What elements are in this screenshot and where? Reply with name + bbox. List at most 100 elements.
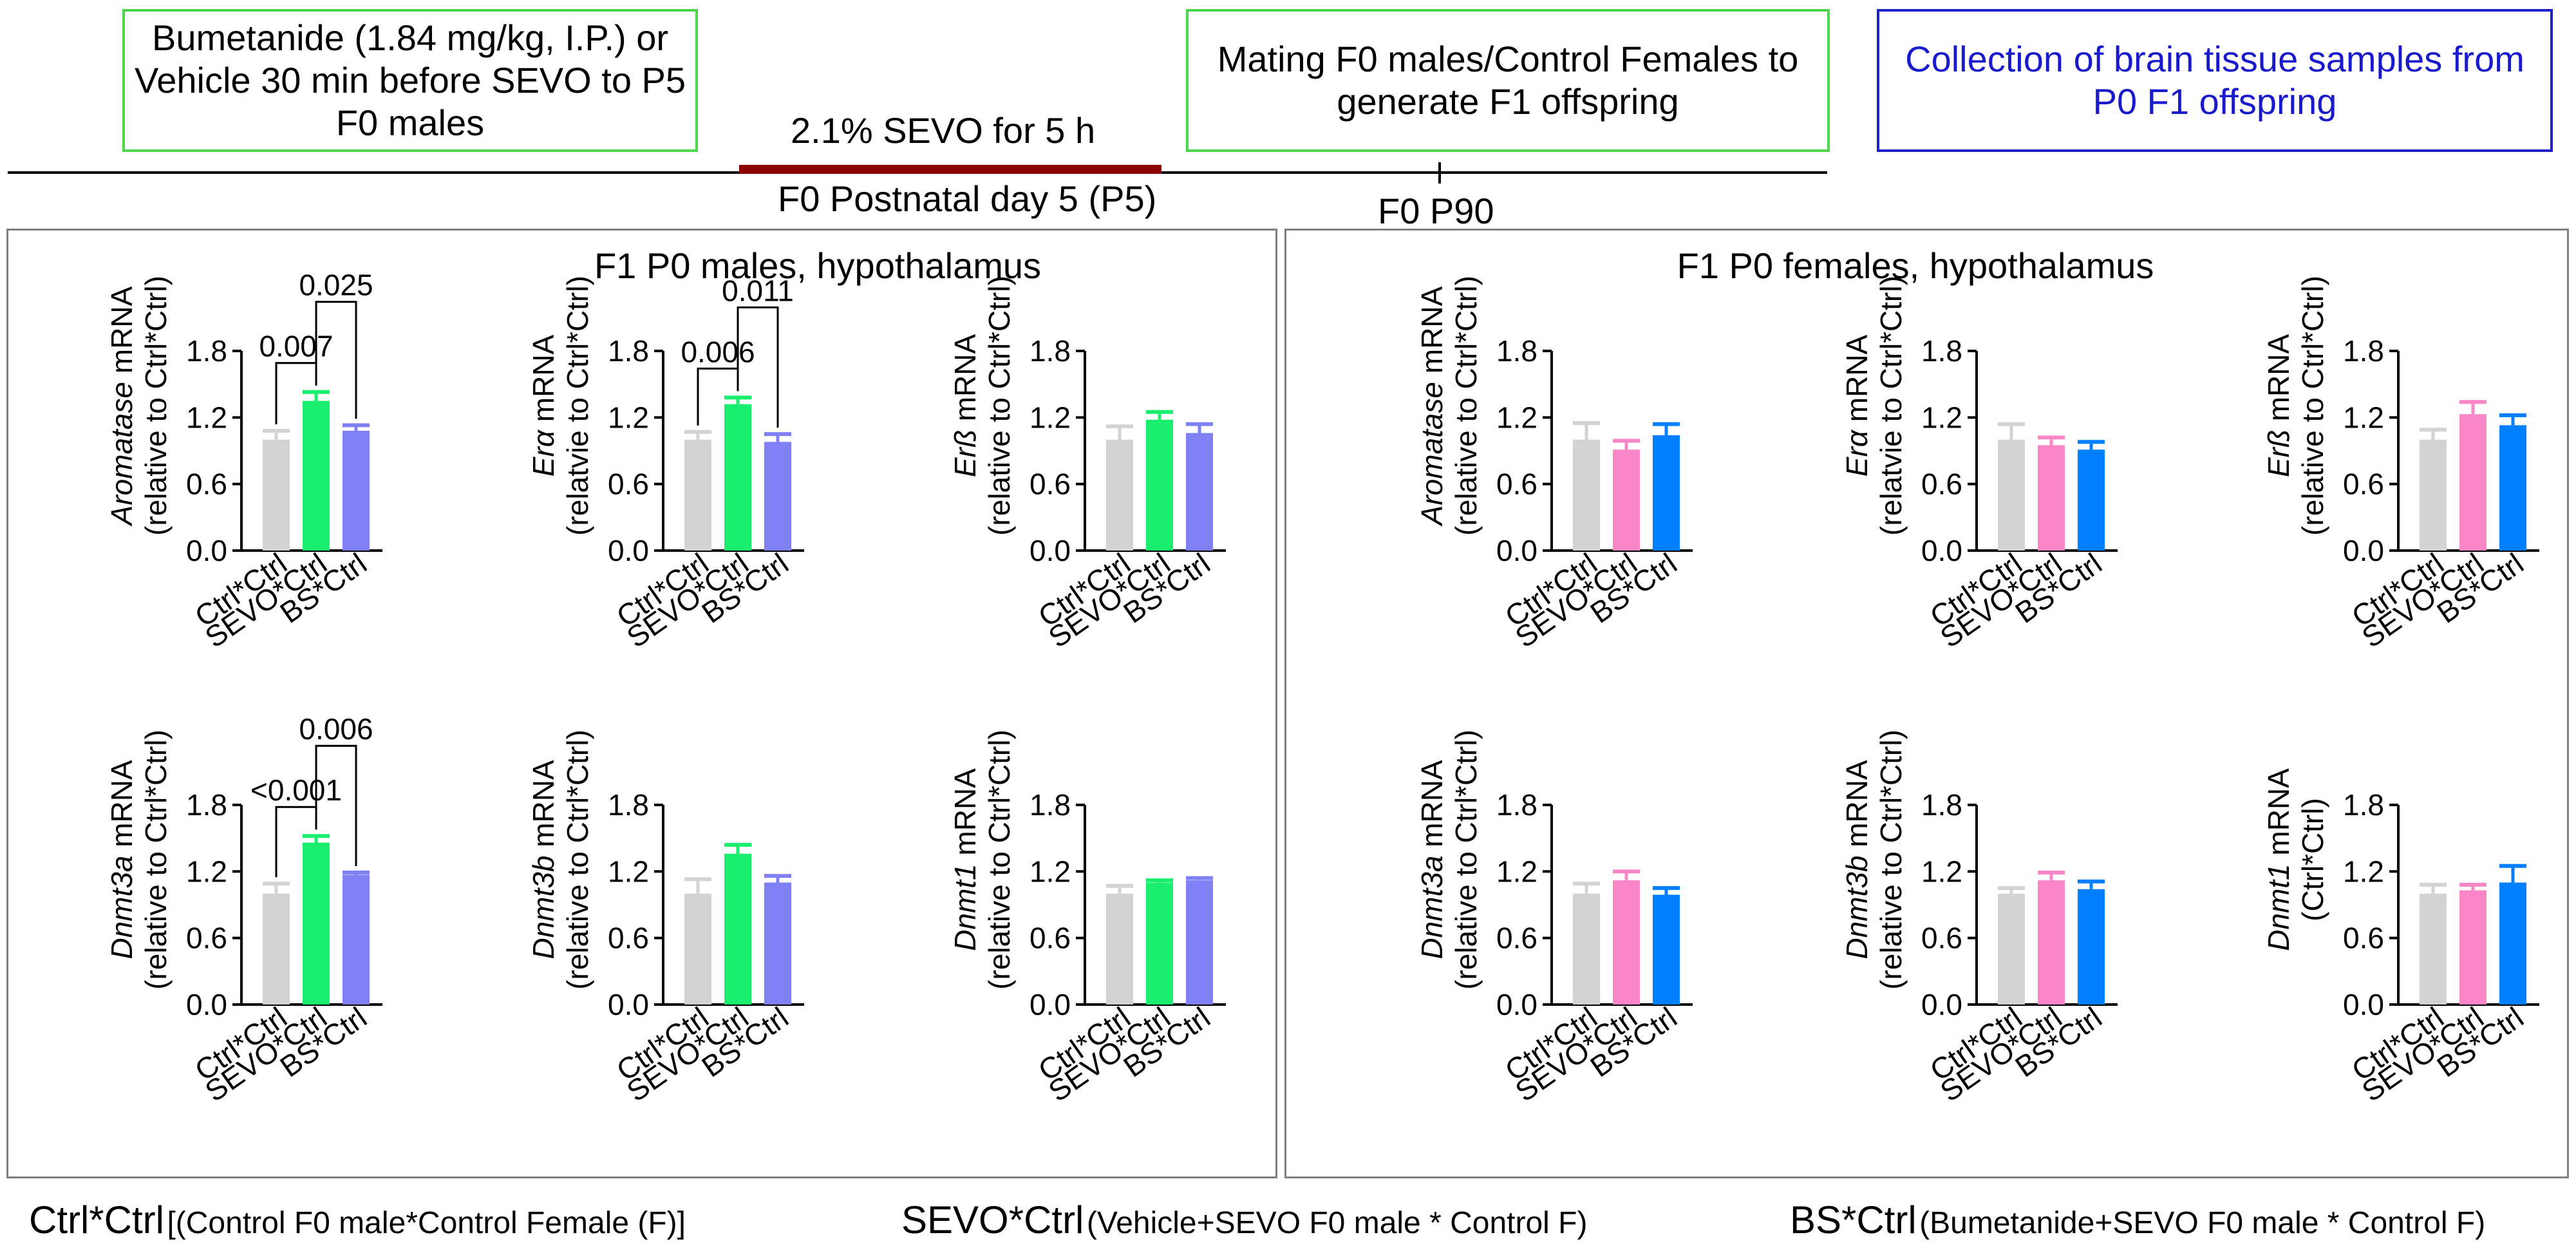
bar [2459, 414, 2487, 551]
legend-bs-name: BS*Ctrl [1790, 1198, 1917, 1241]
y-axis-label-unit: (relative to Ctrl*Ctrl) [982, 730, 1016, 990]
p-value-label: 0.007 [259, 330, 333, 363]
bar [2038, 880, 2065, 1005]
gene-name: Erα [527, 429, 560, 477]
bar [1613, 449, 1640, 551]
y-axis-label-tail: mRNA [1840, 760, 1874, 856]
chart-male-dnmt3a: 0.0 0.6 1.2 1.8 Ctrl*Ctrl SEVO*Ctrl BS*Ctrl <0.… [97, 679, 457, 1130]
chart-male-era: 0.0 0.6 1.2 1.8 Ctrl*Ctrl SEVO*Ctrl BS*Ctrl 0.0… [518, 225, 879, 676]
gene-name: Dnmt3b [1840, 856, 1874, 959]
y-axis-label-gene: Dnmt1 mRNA [2262, 768, 2295, 951]
bar [764, 442, 791, 551]
legend-sevo-desc: (Vehicle+SEVO F0 male * Control F) [1086, 1206, 1588, 1240]
y-tick-label: 0.0 [1029, 988, 1071, 1021]
y-axis-label-unit: (relatvie to Ctrl*Ctrl) [561, 276, 594, 536]
legend-bs: BS*Ctrl (Bumetanide+SEVO F0 male * Contr… [1790, 1198, 2485, 1242]
y-tick-label: 0.0 [2343, 988, 2384, 1021]
y-axis-label-tail: mRNA [527, 760, 560, 856]
chart-svg: 0.00.61.21.8Ctrl*CtrlSEVO*CtrlBS*CtrlDnm… [2262, 768, 2539, 1108]
gene-name: Erα [1840, 429, 1874, 477]
y-axis-label-tail: mRNA [948, 768, 982, 864]
bar [263, 893, 290, 1005]
chart-svg: 0.00.61.21.8Ctrl*CtrlSEVO*CtrlBS*CtrlErα… [1840, 276, 2118, 654]
y-axis-label-gene: Erß mRNA [2262, 334, 2295, 478]
bar [1653, 894, 1680, 1005]
y-tick-label: 0.0 [1921, 988, 1962, 1021]
y-tick-label: 1.8 [186, 334, 227, 368]
chart-svg: 0.00.61.21.8Ctrl*CtrlSEVO*CtrlBS*CtrlDnm… [1415, 730, 1693, 1108]
bar [303, 842, 330, 1005]
gene-name: Dnmt3a [1415, 856, 1449, 959]
bar [1998, 893, 2025, 1005]
y-axis-label-unit: (relative to Ctrl*Ctrl) [982, 276, 1016, 536]
collection-box: Collection of brain tissue samples from … [1877, 9, 2553, 152]
y-tick-label: 0.6 [608, 467, 649, 501]
y-tick-label: 1.8 [1029, 788, 1071, 822]
y-tick-label: 0.0 [608, 988, 649, 1021]
bar [2038, 445, 2065, 551]
bar [724, 853, 751, 1005]
y-tick-label: 0.6 [608, 921, 649, 955]
y-tick-label: 0.0 [1029, 534, 1071, 567]
bar [1998, 439, 2025, 551]
gene-name: Dnmt3b [527, 856, 560, 959]
y-tick-label: 1.8 [1496, 788, 1537, 822]
chart-female-erb: 0.0 0.6 1.2 1.8 Ctrl*Ctrl SEVO*Ctrl BS*Ctrl Erß… [2253, 225, 2576, 676]
y-tick-label: 0.6 [186, 467, 227, 501]
y-tick-label: 0.6 [1496, 467, 1537, 501]
chart-svg: 0.00.61.21.8Ctrl*CtrlSEVO*CtrlBS*CtrlDnm… [527, 730, 804, 1108]
y-axis-label-gene: Aromatase mRNA [1415, 286, 1449, 527]
y-axis-label-unit: (relative to Ctrl*Ctrl) [1449, 276, 1483, 536]
bar [343, 431, 370, 551]
sevo-exposure-bar [739, 165, 1161, 174]
y-tick-label: 1.8 [608, 788, 649, 822]
y-tick-label: 0.0 [1921, 534, 1962, 567]
y-tick-label: 0.0 [608, 534, 649, 567]
chart-male-aromatase: 0.0 0.6 1.2 1.8 Ctrl*Ctrl SEVO*Ctrl BS*Ctrl 0.0… [97, 225, 457, 676]
y-axis-label-gene: Aromatase mRNA [105, 286, 138, 527]
y-tick-label: 0.6 [1029, 921, 1071, 955]
male-panel-title: F1 P0 males, hypothalamus [594, 245, 1042, 286]
bar [724, 404, 751, 551]
bar [1106, 893, 1133, 1005]
y-axis-label-tail: mRNA [948, 334, 982, 430]
y-tick-label: 1.8 [2343, 334, 2384, 368]
legend-sevo: SEVO*Ctrl (Vehicle+SEVO F0 male * Contro… [901, 1198, 1587, 1242]
bar [1186, 433, 1213, 551]
mating-box: Mating F0 males/Control Females to gener… [1186, 9, 1830, 152]
y-tick-label: 1.2 [1029, 854, 1071, 888]
p-value-label: 0.025 [299, 269, 373, 302]
y-axis-label-unit: (relative to Ctrl*Ctrl) [1449, 730, 1483, 990]
y-axis-label-unit: (relative to Ctrl*Ctrl) [561, 730, 594, 990]
bar [263, 439, 290, 551]
y-tick-label: 1.8 [1921, 334, 1962, 368]
bar [2078, 889, 2105, 1005]
y-tick-label: 1.2 [1496, 854, 1537, 888]
male-panel-frame [6, 229, 1277, 1178]
chart-female-dnmt3a: 0.0 0.6 1.2 1.8 Ctrl*Ctrl SEVO*Ctrl BS*Ctrl Dnm… [1407, 679, 1767, 1130]
y-tick-label: 1.2 [186, 854, 227, 888]
bar [2420, 439, 2447, 551]
bar [2499, 425, 2526, 551]
legend-sevo-name: SEVO*Ctrl [901, 1198, 1084, 1241]
y-tick-label: 1.2 [1921, 854, 1962, 888]
legend-ctrl-name: Ctrl*Ctrl [29, 1198, 164, 1241]
gene-name: Dnmt1 [2262, 864, 2295, 950]
p5-label: F0 Postnatal day 5 (P5) [778, 178, 1157, 219]
y-tick-label: 1.2 [2343, 854, 2384, 888]
legend-ctrl: Ctrl*Ctrl [(Control F0 male*Control Fema… [29, 1198, 686, 1242]
chart-svg: 0.00.61.21.8Ctrl*CtrlSEVO*CtrlBS*CtrlErß… [2262, 276, 2539, 654]
y-axis-label-tail: mRNA [1415, 760, 1449, 856]
gene-name: Aromatase [105, 382, 138, 527]
bar [2499, 882, 2526, 1005]
chart-female-aromatase: 0.0 0.6 1.2 1.8 Ctrl*Ctrl SEVO*Ctrl BS*Ctrl Aro… [1407, 225, 1767, 676]
bar [1653, 435, 1680, 551]
gene-name: Dnmt3a [105, 856, 138, 959]
y-tick-label: 0.6 [2343, 467, 2384, 501]
female-panel-frame [1284, 229, 2569, 1178]
y-axis-label-unit: (relative to Ctrl*Ctrl) [1874, 730, 1908, 990]
y-axis-label-tail: mRNA [105, 760, 138, 856]
p-value-label: 0.006 [681, 335, 755, 368]
gene-name: Dnmt1 [948, 864, 982, 950]
significance-bracket [737, 306, 779, 428]
